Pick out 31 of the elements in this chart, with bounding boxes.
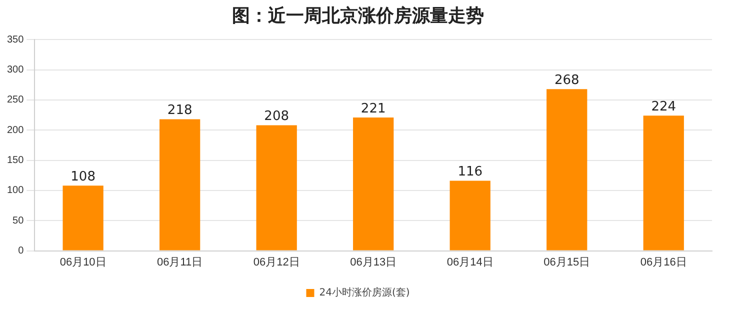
y-tick-label: 150 bbox=[6, 155, 24, 166]
x-tick-label: 06月14日 bbox=[446, 256, 494, 268]
y-tick-label: 200 bbox=[6, 124, 24, 136]
y-tick-label: 50 bbox=[12, 215, 24, 226]
data-label: 224 bbox=[651, 100, 676, 115]
chart-title: 图：近一周北京涨价房源量走势 bbox=[232, 5, 484, 26]
x-tick-label: 06月11日 bbox=[156, 256, 203, 268]
y-tick-label: 250 bbox=[6, 94, 24, 106]
bar bbox=[450, 180, 490, 250]
data-label: 218 bbox=[167, 103, 192, 118]
x-tick-label: 06月16日 bbox=[640, 256, 687, 268]
data-label: 208 bbox=[264, 109, 289, 124]
data-label: 268 bbox=[554, 72, 580, 88]
y-tick-label: 100 bbox=[6, 185, 24, 196]
bar bbox=[256, 125, 297, 250]
legend-label: 24小时涨价房源(套) bbox=[319, 286, 410, 299]
bar bbox=[62, 186, 104, 250]
data-label: 221 bbox=[360, 101, 386, 116]
y-tick-label: 0 bbox=[18, 246, 24, 257]
x-tick-label: 06月12日 bbox=[253, 256, 300, 268]
x-tick-label: 06月10日 bbox=[60, 256, 106, 268]
x-tick-label: 06月15日 bbox=[544, 256, 590, 268]
data-label: 108 bbox=[70, 170, 96, 185]
bar bbox=[353, 117, 394, 250]
data-label: 116 bbox=[458, 164, 483, 180]
bar bbox=[546, 89, 588, 250]
x-tick-label: 06月13日 bbox=[350, 256, 397, 268]
bar bbox=[643, 116, 684, 250]
y-tick-label: 300 bbox=[6, 64, 24, 76]
bar bbox=[160, 119, 200, 250]
y-tick-label: 350 bbox=[6, 34, 24, 46]
